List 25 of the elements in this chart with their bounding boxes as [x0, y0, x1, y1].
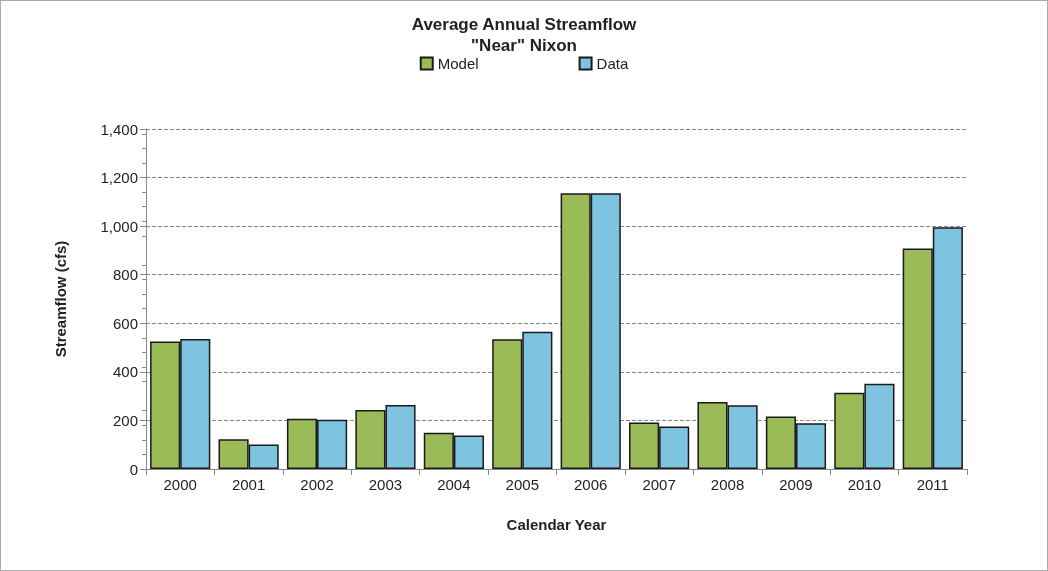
x-tick-label: 2004: [437, 476, 471, 493]
y-tick-label: 1,000: [100, 217, 138, 235]
y-tick-label: 400: [112, 363, 138, 381]
x-tick-label: 2005: [505, 476, 539, 493]
y-tick-label: 600: [112, 314, 138, 332]
x-axis-title: Calendar Year: [506, 516, 607, 533]
x-tick-label: 2010: [847, 476, 882, 493]
x-tick-label: 2008: [710, 476, 745, 493]
x-tick-label: 2007: [642, 476, 676, 493]
y-tick-label: 800: [112, 266, 138, 284]
x-tick-label: 2000: [163, 476, 197, 493]
chart-title: Average Annual Streamflow "Near" Nixon: [411, 15, 638, 55]
x-tick-label: 2002: [300, 476, 334, 493]
legend-label: Model: [437, 55, 479, 72]
x-tick-label: 2006: [574, 476, 608, 493]
legend-label: Data: [596, 55, 629, 72]
y-axis-title: Streamflow (cfs): [52, 240, 69, 358]
y-tick-label: 1,400: [100, 120, 138, 138]
x-tick-label: 2011: [916, 476, 949, 493]
y-tick-label: 0: [129, 460, 138, 478]
x-tick-label: 2001: [231, 476, 266, 493]
x-tick-label: 2009: [779, 476, 813, 493]
x-tick-label: 2003: [368, 476, 403, 493]
y-tick-label: 1,200: [100, 169, 138, 187]
y-tick-label: 200: [112, 411, 138, 429]
